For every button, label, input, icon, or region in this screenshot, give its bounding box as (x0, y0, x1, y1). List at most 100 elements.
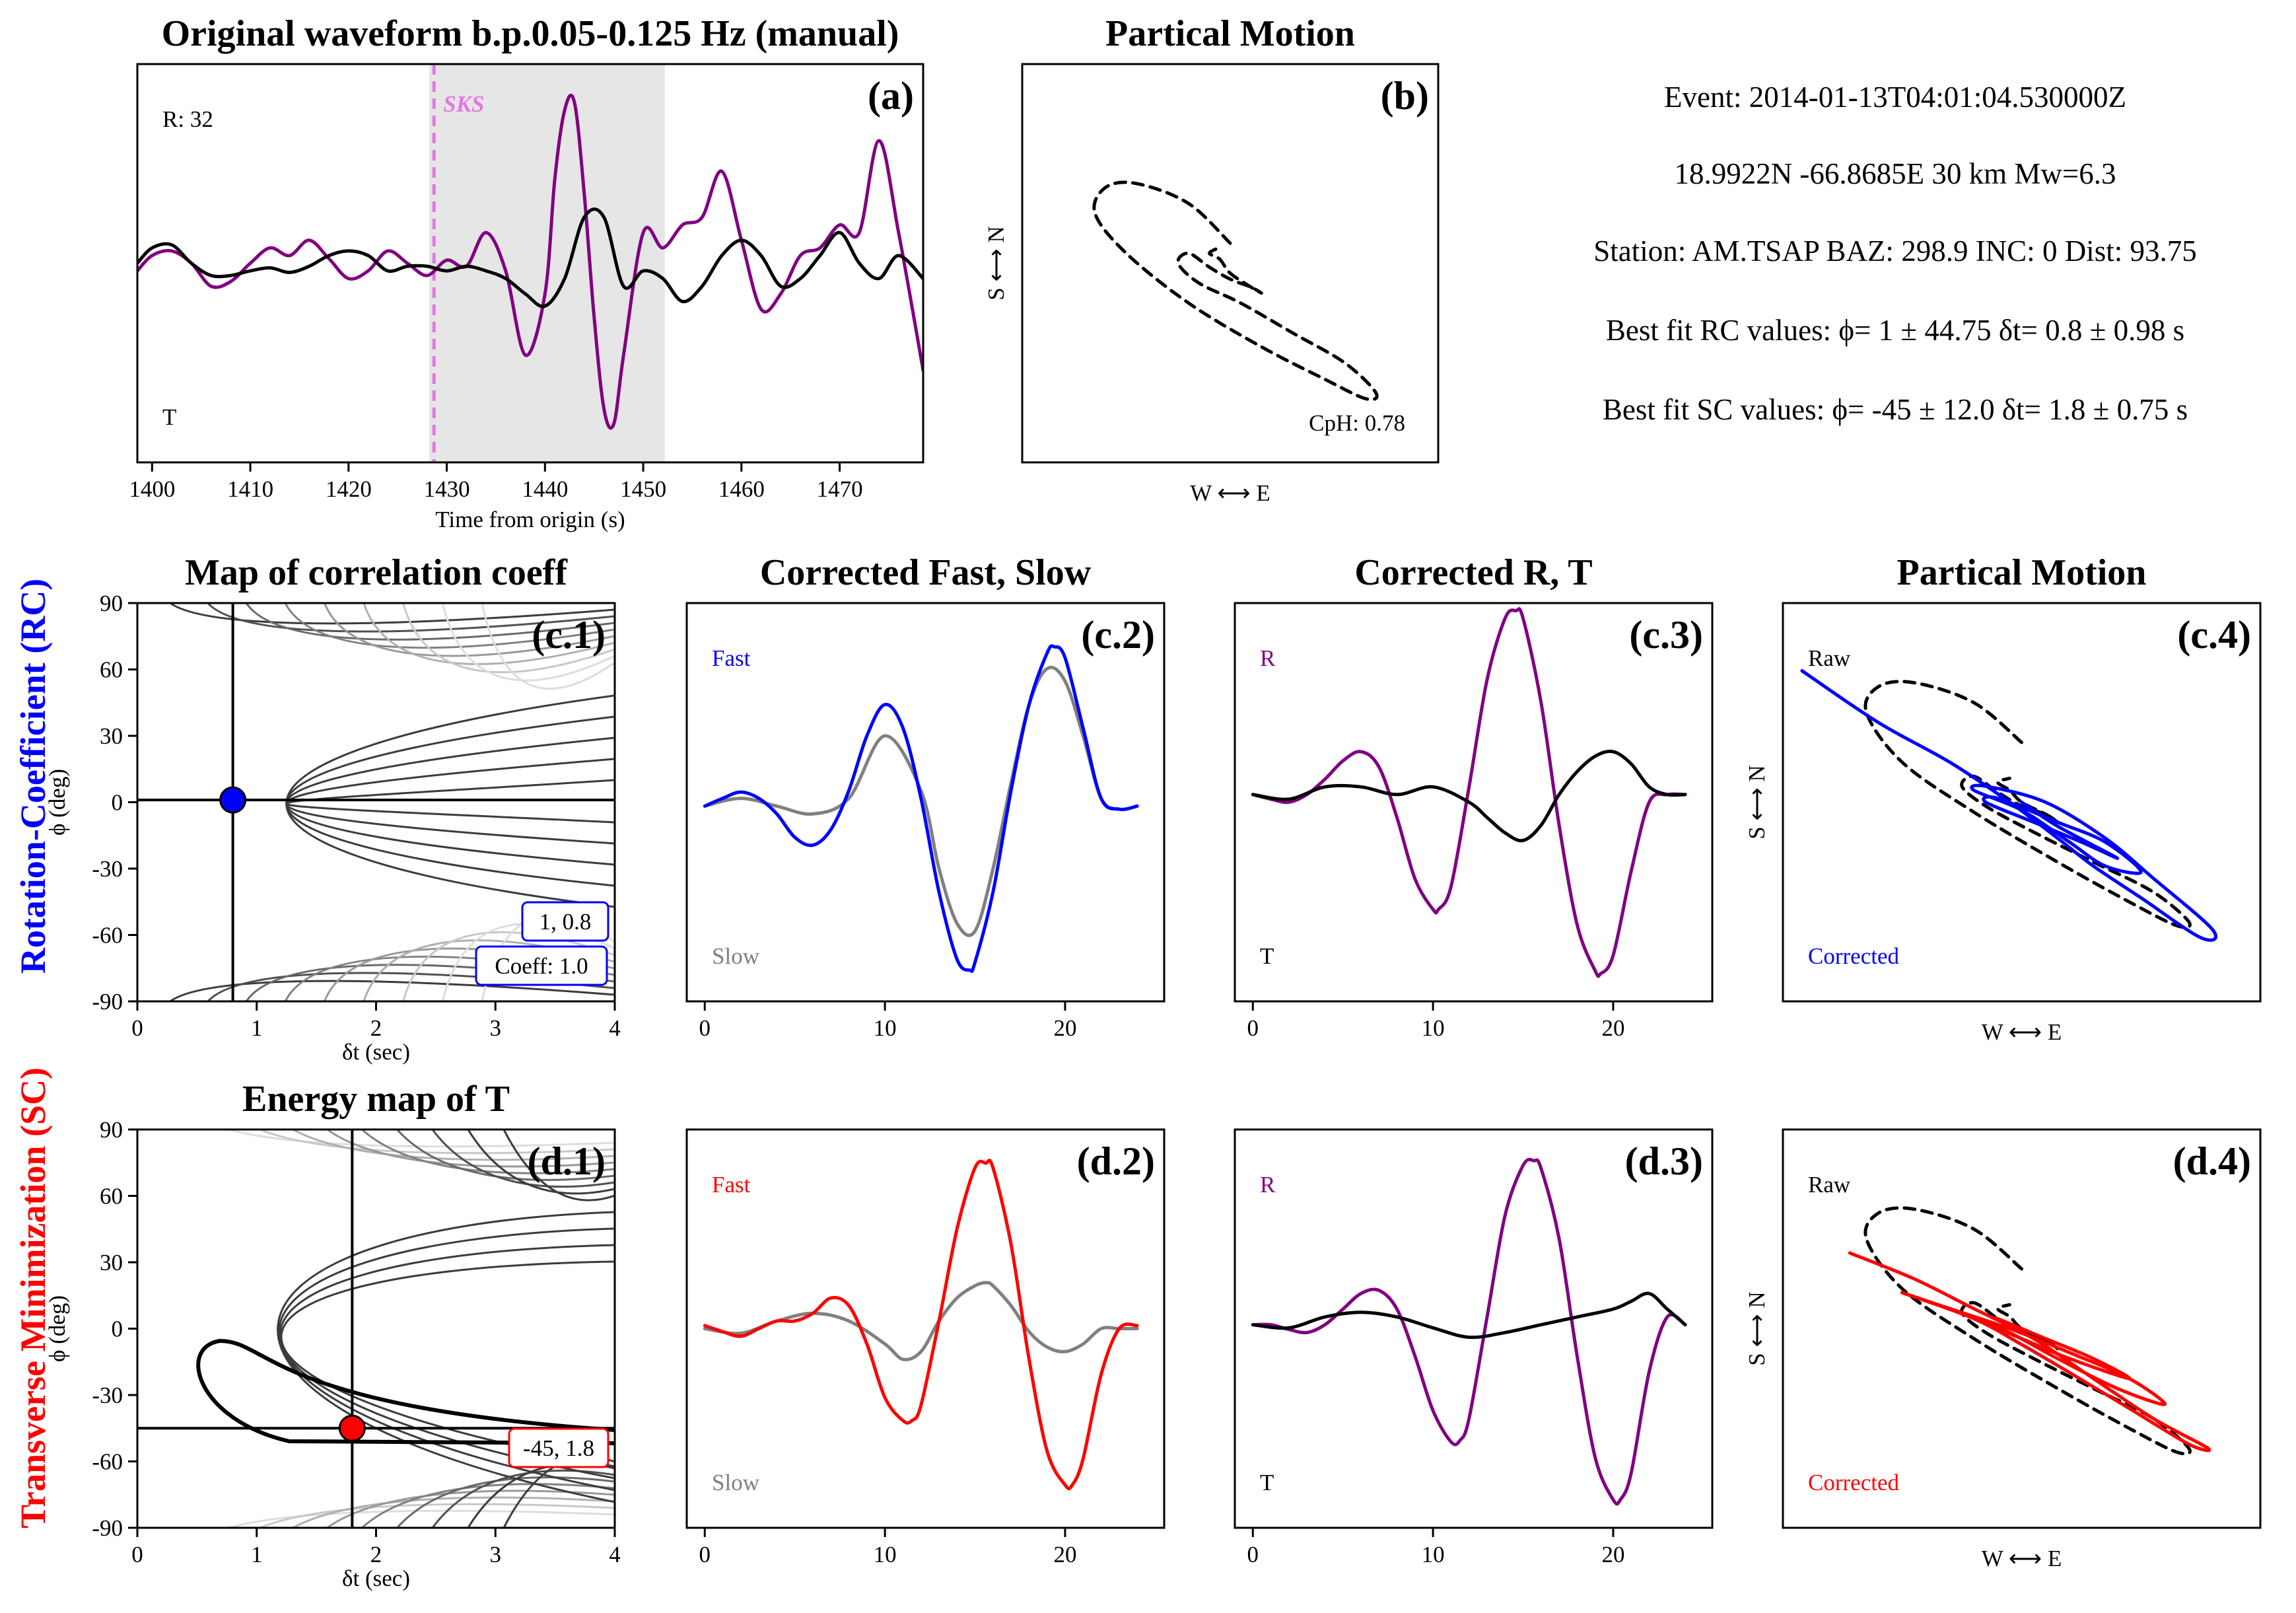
x-tick-label-d-1: 0 (131, 1542, 143, 1567)
annotation-bottom-d-3: T (1260, 1470, 1274, 1495)
panel-title-d-1: Energy map of T (242, 1079, 510, 1120)
x-tick-label-a: 1410 (227, 476, 273, 502)
row-label-rc: Rotation-Coefficient (RC) (13, 579, 53, 974)
x-tick-label-d-1: 1 (251, 1542, 263, 1567)
x-axis-label-d-1: δt (sec) (342, 1565, 410, 1591)
y-tick-label-c-1: -60 (92, 923, 123, 949)
axes-frame-c-4 (1782, 602, 2262, 1003)
info-rc-values: Best fit RC values: ϕ= 1 ± 44.75 δt= 0.8… (1606, 314, 2184, 347)
y-axis-label-d-4: S ⟷ N (1744, 1291, 1770, 1365)
x-tick-label-a: 1430 (424, 476, 470, 502)
panel-label-a: (a) (868, 74, 914, 118)
x-tick-label-c-3: 0 (1247, 1015, 1259, 1041)
series-t-c-3 (1251, 750, 1687, 843)
annotation-top-c-2: Fast (712, 645, 751, 671)
panel-label-c-2: (c.2) (1081, 613, 1155, 657)
x-tick-label-d-3: 0 (1247, 1542, 1259, 1567)
sks-phase-label: SKS (443, 91, 484, 117)
y-tick-label-d-1: 30 (100, 1250, 123, 1275)
series-corrected-c-4 (1800, 669, 2217, 942)
annotation-top-d-3: R (1260, 1172, 1276, 1198)
x-tick-label-d-3: 10 (1422, 1542, 1445, 1567)
y-tick-label-c-1: -30 (92, 856, 123, 882)
annotation-bottom-c-3: T (1260, 943, 1274, 969)
x-tick-label-c-2: 20 (1053, 1015, 1076, 1041)
panel-title-c-1: Map of correlation coeff (185, 552, 568, 593)
series-t-a (137, 207, 923, 308)
coeff-box (475, 945, 608, 986)
x-tick-label-d-1: 2 (370, 1542, 382, 1567)
axes-frame-b (1021, 63, 1440, 464)
x-tick-label-d-2: 10 (874, 1542, 897, 1567)
annotation-top-c-3: R (1260, 645, 1276, 671)
annotation-bottom-b: CpH: 0.78 (1309, 410, 1405, 436)
x-axis-label-c-4: W ⟷ E (1982, 1019, 2062, 1045)
best-fit-value: 1, 0.8 (539, 909, 592, 935)
plot-area-a (137, 64, 923, 462)
y-tick-label-d-1: 90 (100, 1117, 123, 1143)
x-tick-label-c-3: 10 (1422, 1015, 1445, 1041)
x-tick-label-a: 1440 (522, 476, 568, 502)
x-tick-label-d-2: 20 (1053, 1542, 1076, 1567)
plot-area-d-3 (1251, 1157, 1687, 1506)
x-tick-label-d-1: 4 (609, 1542, 621, 1567)
plot-area-c-4 (1800, 669, 2217, 942)
y-axis-label-c-4: S ⟷ N (1744, 765, 1770, 839)
x-tick-label-a: 1400 (129, 476, 175, 502)
info-location: 18.9922N -66.8685E 30 km Mw=6.3 (1674, 157, 2116, 190)
x-tick-label-a: 1450 (620, 476, 666, 502)
annotation-bottom-c-2: Slow (712, 943, 760, 969)
series-fast-d-2 (703, 1159, 1139, 1491)
x-tick-label-a: 1420 (326, 476, 372, 502)
x-tick-label-a: 1470 (817, 476, 863, 502)
axes-frame-a (136, 63, 924, 464)
panels: Original waveform b.p.0.05-0.125 Hz (man… (44, 13, 2262, 1591)
best-fit-marker (219, 786, 247, 814)
panel-title-c-3: Corrected R, T (1354, 552, 1592, 593)
contour-lines (168, 603, 615, 1001)
x-tick-label-c-1: 3 (490, 1015, 502, 1041)
annotation-top-c-4: Raw (1808, 645, 1851, 671)
best-fit-box (521, 901, 609, 942)
x-tick-label-c-2: 10 (874, 1015, 897, 1041)
x-tick-label-d-1: 3 (490, 1542, 502, 1567)
x-tick-label-c-2: 0 (699, 1015, 711, 1041)
panel-title-b: Partical Motion (1105, 13, 1355, 54)
series-slow-c-2 (703, 665, 1139, 937)
y-tick-label-c-1: 60 (100, 657, 123, 683)
annotation-top-d-2: Fast (712, 1172, 751, 1198)
series-t-d-3 (1251, 1291, 1687, 1340)
axes-frame-d-2 (685, 1128, 1165, 1529)
best-fit-marker (338, 1414, 366, 1442)
series-r-c-3 (1251, 607, 1687, 978)
axes-frame-c-1 (136, 602, 616, 1003)
axes-frame-d-4 (1782, 1128, 2262, 1529)
series-slow-d-2 (703, 1281, 1139, 1361)
series-corrected-d-4 (1848, 1251, 2211, 1452)
panel-label-d-1: (d.1) (528, 1139, 606, 1183)
panel-title-c-2: Corrected Fast, Slow (760, 552, 1092, 593)
x-tick-label-c-3: 20 (1601, 1015, 1624, 1041)
y-tick-label-c-1: 0 (112, 790, 123, 816)
plot-area-b (1092, 180, 1379, 402)
x-axis-label-d-4: W ⟷ E (1982, 1546, 2062, 1571)
best-fit-value: -45, 1.8 (523, 1435, 594, 1461)
x-tick-label-c-1: 1 (251, 1015, 263, 1041)
coeff-value: Coeff: 1.0 (495, 953, 588, 979)
panel-label-b: (b) (1381, 74, 1429, 118)
series-raw-c-4 (1863, 680, 2192, 929)
plot-area-d-4 (1848, 1206, 2211, 1456)
series-fast-c-2 (703, 644, 1139, 974)
y-tick-label-d-1: -90 (92, 1515, 123, 1541)
series-particle-motion-b (1092, 180, 1379, 402)
info-event: Event: 2014-01-13T04:01:04.530000Z (1664, 81, 2126, 114)
plot-area-c-3 (1251, 607, 1687, 978)
axes-frame-c-2 (685, 602, 1165, 1003)
x-tick-label-a: 1460 (718, 476, 765, 502)
y-axis-label-d-1: ϕ (deg) (44, 1295, 70, 1362)
x-tick-label-d-2: 0 (699, 1542, 711, 1567)
x-tick-label-c-1: 2 (370, 1015, 382, 1041)
x-tick-label-c-1: 0 (131, 1015, 143, 1041)
series-r-a (137, 93, 923, 430)
y-tick-label-d-1: 60 (100, 1184, 123, 1209)
